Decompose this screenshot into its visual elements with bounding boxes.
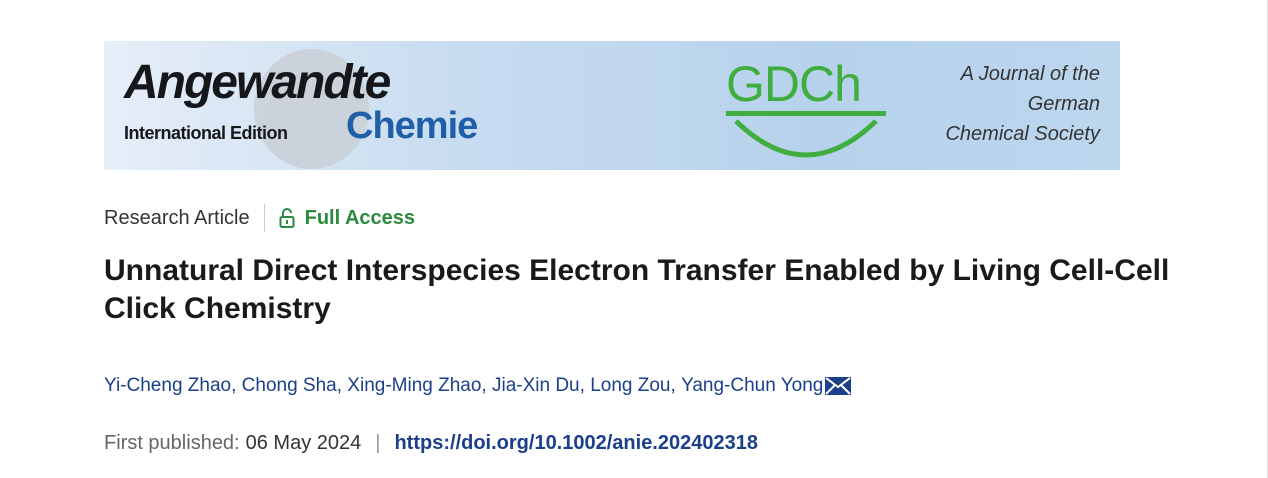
- author-link[interactable]: Chong Sha: [241, 375, 337, 396]
- logo-circle: [254, 49, 369, 169]
- article-meta: Research Article Full Access: [104, 204, 415, 232]
- journal-logo-chemie: Chemie: [346, 105, 478, 147]
- society-tagline: A Journal of the German Chemical Society: [945, 59, 1100, 149]
- access-badge: Full Access: [279, 207, 415, 230]
- doi-link[interactable]: https://doi.org/10.1002/anie.202402318: [394, 432, 758, 454]
- tagline-line: Chemical Society: [945, 123, 1100, 145]
- tagline-line: A Journal of the: [960, 63, 1100, 85]
- article-type: Research Article: [104, 206, 250, 229]
- journal-logo-main: Angewandte: [124, 56, 391, 109]
- author-link[interactable]: Yi-Cheng Zhao: [104, 375, 232, 396]
- article-title: Unnatural Direct Interspecies Electron T…: [104, 254, 1170, 325]
- publication-info: First published: 06 May 2024 | https://d…: [104, 432, 758, 455]
- author-separator: ,: [336, 375, 348, 396]
- divider: |: [375, 432, 381, 454]
- published-date: 06 May 2024: [245, 432, 362, 454]
- author-link[interactable]: Long Zou: [590, 375, 671, 396]
- gdch-logo: GDCh: [726, 56, 862, 112]
- envelope-icon[interactable]: [825, 377, 852, 395]
- author-separator: ,: [231, 375, 242, 396]
- author-link[interactable]: Yang-Chun Yong: [681, 375, 824, 396]
- unlock-icon: [279, 208, 295, 228]
- divider: [263, 204, 265, 232]
- journal-logo-edition: International Edition: [124, 123, 288, 143]
- author-separator: ,: [670, 375, 682, 396]
- tagline-line: German: [1027, 93, 1100, 115]
- author-link[interactable]: Jia-Xin Du: [491, 375, 580, 396]
- author-separator: ,: [481, 375, 492, 396]
- published-label: First published:: [104, 432, 240, 454]
- journal-banner[interactable]: Angewandte International Edition Chemie …: [104, 41, 1120, 170]
- access-label: Full Access: [304, 206, 416, 229]
- author-link[interactable]: Xing-Ming Zhao: [347, 375, 482, 396]
- author-separator: ,: [579, 375, 591, 396]
- author-list: Yi-Cheng Zhao, Chong Sha, Xing-Ming Zhao…: [104, 375, 852, 397]
- gdch-bowl-icon: [726, 111, 886, 158]
